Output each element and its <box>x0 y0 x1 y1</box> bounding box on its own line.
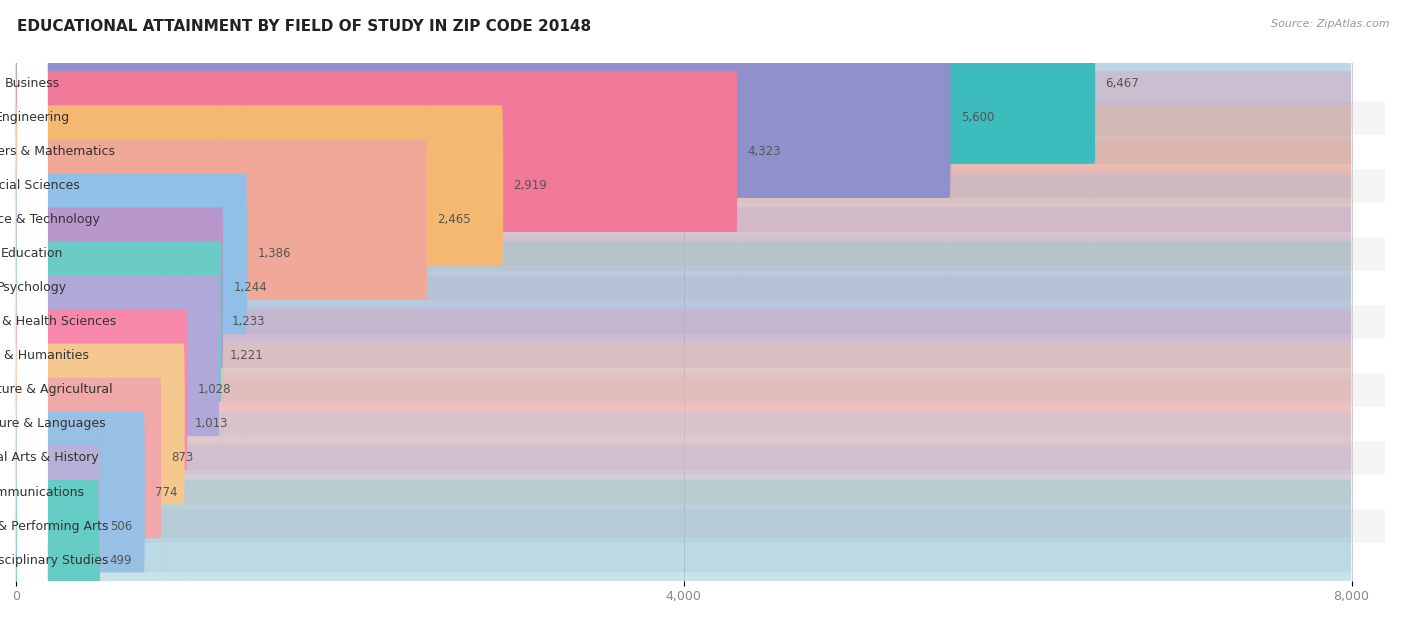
Text: 873: 873 <box>172 451 194 464</box>
Text: 1,221: 1,221 <box>229 350 263 362</box>
Text: Visual & Performing Arts: Visual & Performing Arts <box>0 519 108 533</box>
Text: Social Sciences: Social Sciences <box>0 179 80 192</box>
FancyBboxPatch shape <box>15 58 48 631</box>
FancyBboxPatch shape <box>15 92 48 631</box>
FancyBboxPatch shape <box>15 0 48 483</box>
FancyBboxPatch shape <box>15 232 1351 616</box>
FancyBboxPatch shape <box>15 198 1351 582</box>
FancyBboxPatch shape <box>15 194 48 631</box>
FancyBboxPatch shape <box>15 262 48 631</box>
Text: 499: 499 <box>110 553 132 567</box>
FancyBboxPatch shape <box>15 232 186 616</box>
Text: 1,233: 1,233 <box>232 316 266 328</box>
Text: 1,013: 1,013 <box>195 418 228 430</box>
Text: 1,028: 1,028 <box>197 384 231 396</box>
FancyBboxPatch shape <box>15 126 48 631</box>
FancyBboxPatch shape <box>15 62 1351 445</box>
FancyBboxPatch shape <box>15 28 1351 411</box>
FancyBboxPatch shape <box>15 0 950 310</box>
FancyBboxPatch shape <box>15 130 222 514</box>
FancyBboxPatch shape <box>15 164 1351 548</box>
FancyBboxPatch shape <box>15 198 188 582</box>
Bar <box>0 407 1385 441</box>
FancyBboxPatch shape <box>15 0 1351 344</box>
Text: Multidisciplinary Studies: Multidisciplinary Studies <box>0 553 108 567</box>
Bar <box>0 373 1385 407</box>
FancyBboxPatch shape <box>15 0 1351 310</box>
Text: Source: ZipAtlas.com: Source: ZipAtlas.com <box>1271 19 1389 29</box>
FancyBboxPatch shape <box>15 0 1095 276</box>
Text: Science & Technology: Science & Technology <box>0 213 100 226</box>
Text: Physical & Health Sciences: Physical & Health Sciences <box>0 316 117 328</box>
FancyBboxPatch shape <box>15 24 48 620</box>
FancyBboxPatch shape <box>15 62 247 445</box>
Bar <box>0 305 1385 339</box>
FancyBboxPatch shape <box>15 164 219 548</box>
Text: 2,919: 2,919 <box>513 179 547 192</box>
Text: 1,386: 1,386 <box>257 247 291 260</box>
FancyBboxPatch shape <box>15 334 1351 631</box>
Bar <box>0 203 1385 237</box>
FancyBboxPatch shape <box>15 368 100 631</box>
Bar <box>0 441 1385 475</box>
Bar <box>0 509 1385 543</box>
Bar <box>0 168 1385 203</box>
FancyBboxPatch shape <box>15 0 48 381</box>
Text: 5,600: 5,600 <box>960 111 994 124</box>
FancyBboxPatch shape <box>15 0 1351 377</box>
Text: Computers & Mathematics: Computers & Mathematics <box>0 145 115 158</box>
Bar <box>0 66 1385 100</box>
FancyBboxPatch shape <box>15 0 48 586</box>
Bar <box>0 134 1385 168</box>
FancyBboxPatch shape <box>15 228 48 631</box>
FancyBboxPatch shape <box>15 334 101 631</box>
FancyBboxPatch shape <box>15 0 48 449</box>
Bar <box>0 543 1385 577</box>
Bar <box>0 271 1385 305</box>
FancyBboxPatch shape <box>15 0 503 377</box>
Text: Education: Education <box>0 247 63 260</box>
Text: Communications: Communications <box>0 485 84 498</box>
Text: 4,323: 4,323 <box>748 145 782 158</box>
Bar <box>0 100 1385 134</box>
Text: 1,244: 1,244 <box>233 281 267 294</box>
Text: 2,465: 2,465 <box>437 213 471 226</box>
FancyBboxPatch shape <box>15 266 162 631</box>
FancyBboxPatch shape <box>15 0 48 415</box>
Text: Literature & Languages: Literature & Languages <box>0 418 105 430</box>
FancyBboxPatch shape <box>15 96 1351 480</box>
FancyBboxPatch shape <box>15 0 48 517</box>
FancyBboxPatch shape <box>15 0 48 551</box>
FancyBboxPatch shape <box>15 0 738 344</box>
Text: 506: 506 <box>110 519 132 533</box>
Text: Psychology: Psychology <box>0 281 67 294</box>
Bar <box>0 237 1385 271</box>
FancyBboxPatch shape <box>15 266 1351 631</box>
Text: Bio, Nature & Agricultural: Bio, Nature & Agricultural <box>0 384 112 396</box>
FancyBboxPatch shape <box>15 300 1351 631</box>
Text: Liberal Arts & History: Liberal Arts & History <box>0 451 98 464</box>
FancyBboxPatch shape <box>15 0 1351 276</box>
Text: Business: Business <box>4 77 59 90</box>
Bar <box>0 339 1385 373</box>
Text: Arts & Humanities: Arts & Humanities <box>0 350 89 362</box>
FancyBboxPatch shape <box>15 160 48 631</box>
Text: Engineering: Engineering <box>0 111 69 124</box>
Text: 774: 774 <box>155 485 177 498</box>
Text: 6,467: 6,467 <box>1105 77 1139 90</box>
FancyBboxPatch shape <box>15 28 427 411</box>
FancyBboxPatch shape <box>15 300 145 631</box>
FancyBboxPatch shape <box>15 130 1351 514</box>
FancyBboxPatch shape <box>15 368 1351 631</box>
Bar <box>0 475 1385 509</box>
FancyBboxPatch shape <box>15 96 224 480</box>
Text: EDUCATIONAL ATTAINMENT BY FIELD OF STUDY IN ZIP CODE 20148: EDUCATIONAL ATTAINMENT BY FIELD OF STUDY… <box>17 19 591 34</box>
